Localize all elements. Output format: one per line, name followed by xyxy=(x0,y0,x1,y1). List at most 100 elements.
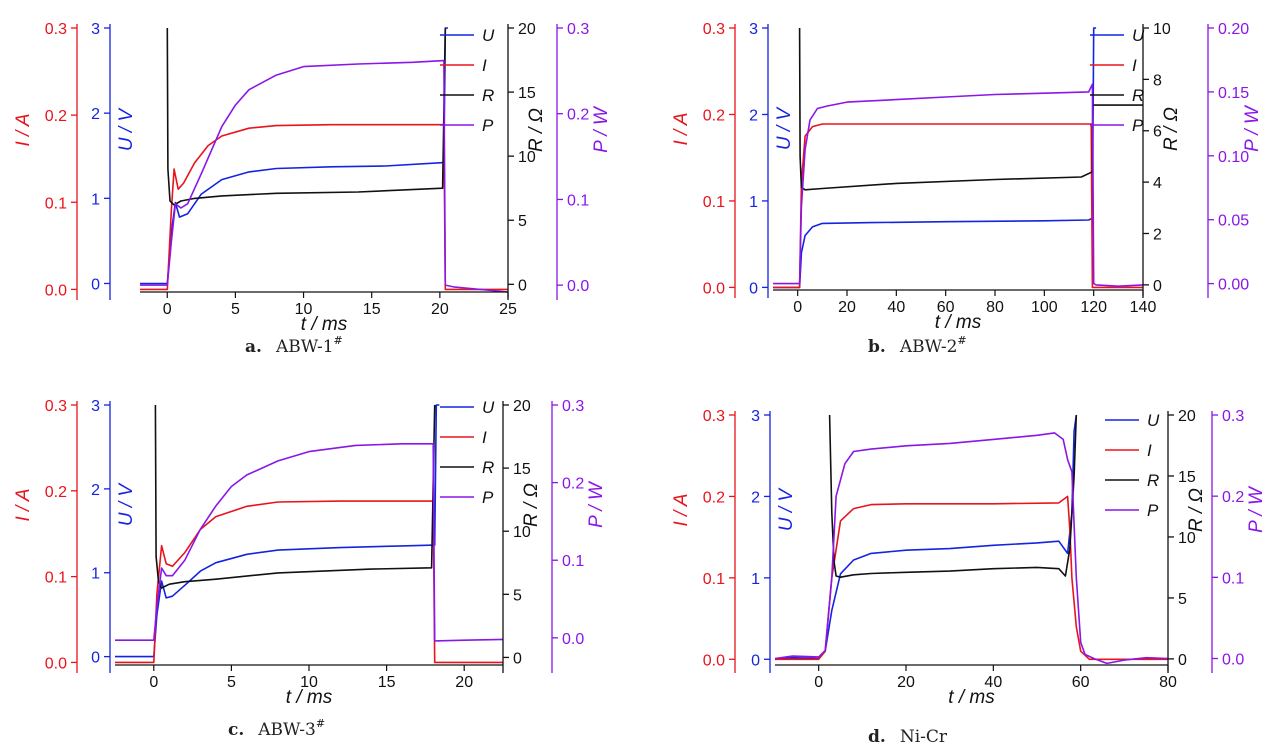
y-tick-label: 20 xyxy=(513,398,531,415)
y-axis-I-label: I / A xyxy=(13,488,34,521)
panel-abw-3: 0 5 10 15 20 t / ms 0.0 0.1 0.2 0.3 I / A 0 1 2 3 U / V… xyxy=(13,398,607,740)
y-tick-label: 0.3 xyxy=(1222,408,1244,425)
legend-label-I: I xyxy=(482,428,487,447)
x-tick-label: 40 xyxy=(984,674,1002,691)
y-axis-P: 0.0 0.1 0.2 0.3 P / W xyxy=(1211,408,1267,673)
y-tick-label: 0.0 xyxy=(703,280,725,297)
x-tick-label: 80 xyxy=(1159,674,1177,691)
y-axis-U-label: U / V xyxy=(774,106,795,151)
x-tick-label: 20 xyxy=(897,674,915,691)
caption-sup: # xyxy=(334,334,343,347)
legend-label-R: R xyxy=(1147,471,1159,490)
series-P-line xyxy=(140,59,508,293)
series-I-line xyxy=(140,123,508,291)
x-tick-label: 10 xyxy=(295,301,313,318)
y-tick-label: 20 xyxy=(1178,408,1196,425)
y-tick-label: 1 xyxy=(91,566,100,583)
series-group xyxy=(115,404,503,664)
y-axis-R-label: R / Ω xyxy=(521,483,542,527)
y-tick-label: 0.2 xyxy=(1222,489,1244,506)
y-tick-label: 0.10 xyxy=(1218,149,1249,166)
y-tick-label: 0.3 xyxy=(45,21,67,38)
series-U-line xyxy=(140,27,448,285)
y-axis-R-label: R / Ω xyxy=(526,108,547,152)
x-tick-label: 0 xyxy=(814,674,823,691)
x-axis-label: t / ms xyxy=(286,687,333,708)
legend-label-P: P xyxy=(1147,501,1159,520)
y-tick-label: 15 xyxy=(1178,469,1196,486)
y-axis-I-label: I / A xyxy=(671,112,692,145)
y-tick-label: 10 xyxy=(1178,530,1196,547)
caption-name: Ni-Cr xyxy=(900,727,948,747)
y-tick-label: 2 xyxy=(91,482,100,499)
y-axis-I: 0.0 0.1 0.2 0.3 I / A xyxy=(13,21,78,300)
panel-caption: d. Ni-Cr xyxy=(868,727,948,747)
y-axis-U-label: U / V xyxy=(116,107,137,152)
y-tick-label: 0.15 xyxy=(1218,85,1249,102)
x-axis-label: t / ms xyxy=(935,312,982,333)
y-tick-label: 2 xyxy=(1153,226,1162,243)
x-tick-label: 60 xyxy=(937,299,955,316)
y-tick-label: 0.1 xyxy=(45,195,67,212)
y-axis-P-label: P / W xyxy=(1242,104,1263,152)
x-tick-label: 40 xyxy=(887,299,905,316)
legend-label-I: I xyxy=(482,56,487,75)
x-tick-label: 20 xyxy=(431,301,449,318)
x-tick-label: 15 xyxy=(378,674,396,691)
series-U-line xyxy=(115,404,440,658)
y-tick-label: 0.00 xyxy=(1218,277,1249,294)
x-tick-label: 0 xyxy=(793,299,802,316)
legend-label-R: R xyxy=(482,86,494,105)
x-tick-label: 60 xyxy=(1072,674,1090,691)
y-tick-label: 0.2 xyxy=(567,107,589,124)
y-tick-label: 0 xyxy=(513,650,522,667)
series-I-line xyxy=(115,500,503,664)
series-group xyxy=(775,414,1168,665)
x-tick-label: 20 xyxy=(838,299,856,316)
legend-label-P: P xyxy=(1132,116,1144,135)
y-tick-label: 0 xyxy=(518,277,527,294)
caption-sup: # xyxy=(957,334,966,347)
legend-label-U: U xyxy=(1132,26,1145,45)
y-tick-label: 0.0 xyxy=(1222,652,1244,669)
y-tick-label: 0.2 xyxy=(45,484,67,501)
y-axis-U-label: U / V xyxy=(776,487,797,532)
x-tick-label: 140 xyxy=(1130,299,1157,316)
y-axis-R: 0 2 4 6 8 10 R / Ω xyxy=(1142,21,1182,298)
panel-caption: b. ABW-2# xyxy=(868,334,967,357)
y-axis-P-label: P / W xyxy=(586,480,607,528)
series-R-line xyxy=(154,404,436,589)
x-tick-label: 120 xyxy=(1080,299,1107,316)
y-tick-label: 1 xyxy=(751,571,760,588)
y-axis-I: 0.0 0.1 0.2 0.3 I / A xyxy=(13,398,78,673)
y-tick-label: 0.3 xyxy=(703,21,725,38)
y-tick-label: 0.0 xyxy=(562,631,584,648)
caption-letter: a. xyxy=(245,337,262,357)
legend-label-I: I xyxy=(1147,441,1152,460)
panel-abw-1: 0 5 10 15 20 25 t / ms 0.0 0.1 0.2 0.3 I / A 0 1 2 3 U /… xyxy=(13,21,612,357)
y-tick-label: 0.3 xyxy=(45,398,67,415)
series-U-line xyxy=(773,27,1097,289)
y-axis-R: 0 5 10 15 20 R / Ω xyxy=(1167,408,1207,673)
y-tick-label: 0.1 xyxy=(562,553,584,570)
x-tick-label: 10 xyxy=(300,674,318,691)
panel-caption: c. ABW-3# xyxy=(228,717,325,740)
y-tick-label: 2 xyxy=(91,106,100,123)
y-tick-label: 1 xyxy=(749,194,758,211)
x-tick-label: 5 xyxy=(231,301,240,318)
y-tick-label: 20 xyxy=(518,21,536,38)
y-tick-label: 0.3 xyxy=(562,398,584,415)
series-P-line xyxy=(775,432,1168,665)
y-tick-label: 10 xyxy=(518,149,536,166)
legend-label-R: R xyxy=(1132,86,1144,105)
y-tick-label: 4 xyxy=(1153,175,1162,192)
y-tick-label: 0 xyxy=(751,652,760,669)
y-tick-label: 2 xyxy=(749,107,758,124)
y-tick-label: 0.1 xyxy=(45,570,67,587)
x-tick-label: 0 xyxy=(163,301,172,318)
x-axis-label: t / ms xyxy=(948,687,995,708)
